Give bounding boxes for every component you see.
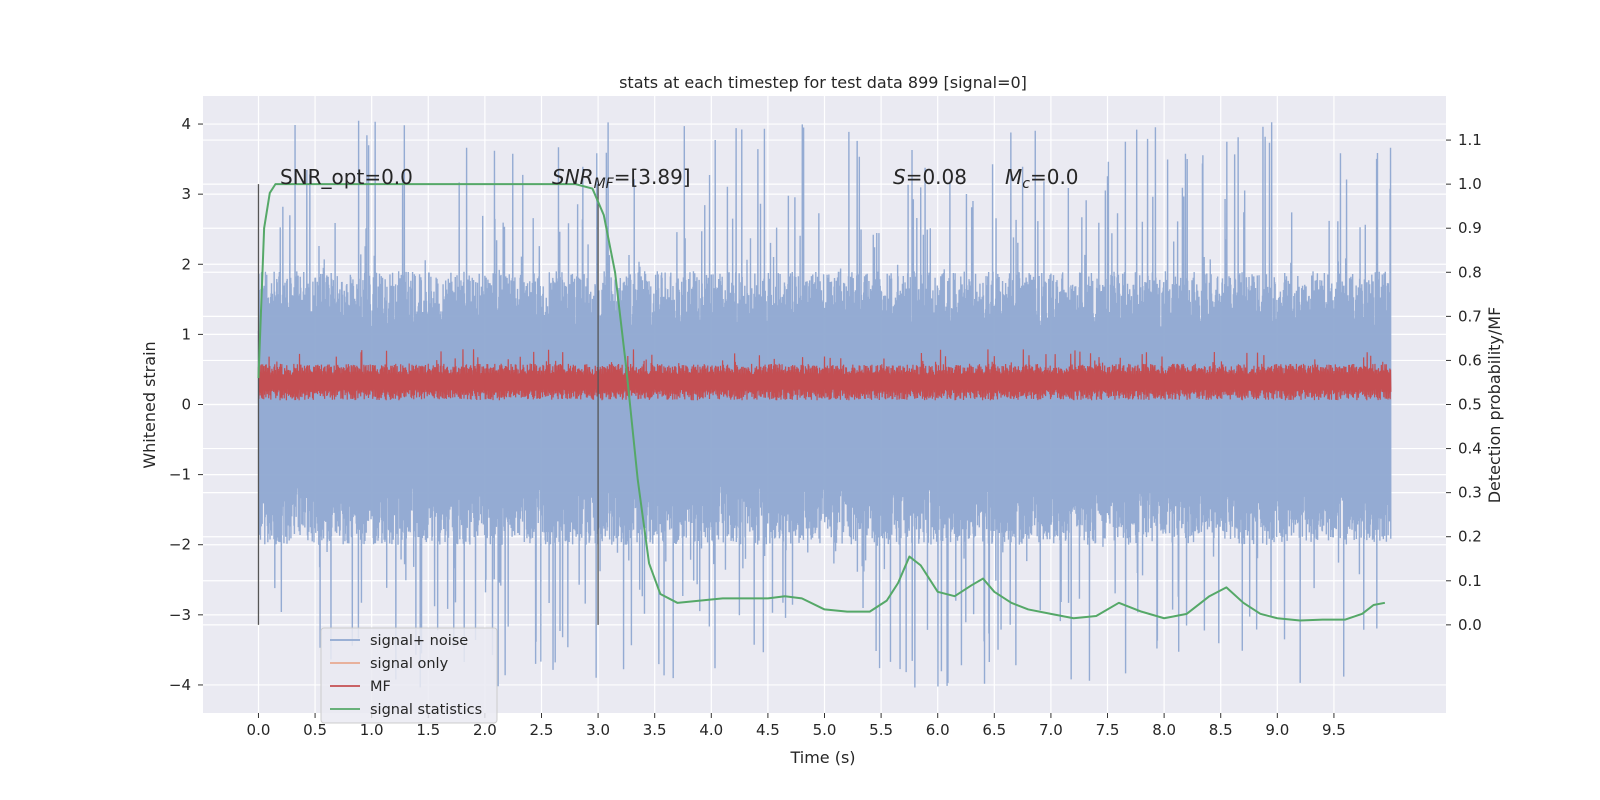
signal-statistics-line [257,183,1386,622]
y2-tick-label: 1.1 [1458,131,1482,149]
legend-box [320,627,498,724]
y-tick-label: 2 [181,255,191,273]
annotation-mc-value: =0.0 [1030,165,1079,189]
legend: signal+ noise signal only MF signal stat… [320,627,498,724]
mf-line [257,349,1392,401]
x-tick-label: 3.5 [643,721,667,739]
legend-label-signal-only: signal only [370,656,449,672]
y2-tick-label: 0.0 [1458,616,1482,634]
x-tick-label: 2.5 [530,721,554,739]
x-tick-label: 6.0 [926,721,950,739]
series-signal-plus-noise [257,120,1392,688]
legend-label-mf: MF [370,679,391,695]
legend-label-signal-statistics: signal statistics [370,702,482,718]
y2-tick-label: 0.2 [1458,528,1482,546]
x-tick-label: 3.0 [586,721,610,739]
series-signal-statistics [257,183,1386,622]
y2-tick-label: 0.5 [1458,396,1482,414]
x-tick-label: 1.0 [360,721,384,739]
y-tick-label: 4 [181,115,191,133]
y-axis-ticks: −4 −3 −2 −1 0 1 2 3 4 [169,115,203,694]
x-tick-label: 9.5 [1322,721,1346,739]
annotation-snr-mf: SNRMF=[3.89] [552,165,691,192]
x-tick-label: 2.0 [473,721,497,739]
x-tick-label: 5.5 [869,721,893,739]
annotation-snr-mf-sub: MF [594,176,615,192]
x-tick-label: 4.0 [699,721,723,739]
annotation-s-value: =0.08 [906,165,967,189]
x-tick-label: 0.0 [247,721,271,739]
x-tick-label: 0.5 [303,721,327,739]
y-tick-label: 1 [181,325,191,343]
annotation-s: S=0.08 [893,165,967,189]
x-tick-label: 8.0 [1152,721,1176,739]
y2-tick-label: 0.1 [1458,572,1482,590]
x-tick-label: 6.5 [982,721,1006,739]
x-tick-label: 8.5 [1209,721,1233,739]
signal-plus-noise-line [257,120,1392,688]
x-axis-title: Time (s) [789,748,855,767]
y2-axis-title: Detection probability/MF [1485,307,1504,504]
annotation-snr-mf-label: SNR [552,165,594,189]
annotation-mc-sub: c [1022,176,1030,192]
y-tick-label: −4 [169,676,191,694]
chart-title: stats at each timestep for test data 899… [619,73,1027,92]
x-tick-label: 1.5 [416,721,440,739]
x-tick-label: 7.5 [1096,721,1120,739]
x-tick-label: 9.0 [1265,721,1289,739]
annotation-mc: Mc=0.0 [1005,165,1079,192]
y2-tick-label: 0.3 [1458,484,1482,502]
y-tick-label: −2 [169,536,191,554]
annotation-snr-opt: SNR_opt=0.0 [280,165,413,189]
series-mf [257,349,1392,401]
y2-tick-label: 0.9 [1458,219,1482,237]
y-tick-label: 3 [181,185,191,203]
y-tick-label: −3 [169,606,191,624]
y2-tick-label: 1.0 [1458,175,1482,193]
y-axis-title: Whitened strain [140,341,159,468]
x-tick-label: 5.0 [813,721,837,739]
x-tick-label: 7.0 [1039,721,1063,739]
y-tick-label: 0 [181,396,191,414]
y2-tick-label: 0.7 [1458,307,1482,325]
annotation-s-label: S [893,165,906,189]
x-tick-label: 4.5 [756,721,780,739]
y-tick-label: −1 [169,466,191,484]
y2-tick-label: 0.4 [1458,440,1482,458]
vertical-markers [257,184,599,625]
y2-axis-ticks: 0.0 0.1 0.2 0.3 0.4 0.5 0.6 0.7 0.8 0.9 1.0 1.1 [1446,131,1482,634]
annotation-snr-mf-value: =[3.89] [614,165,691,189]
x-axis-ticks: 0.0 0.5 1.0 1.5 2.0 2.5 3.0 3.5 4.0 4.5 5.0 5.5 6.0 6… [247,713,1346,739]
annotation-mc-label: M [1005,165,1022,189]
y2-tick-label: 0.8 [1458,263,1482,281]
legend-label-signal-plus-noise: signal+ noise [370,633,468,649]
y2-tick-label: 0.6 [1458,351,1482,369]
